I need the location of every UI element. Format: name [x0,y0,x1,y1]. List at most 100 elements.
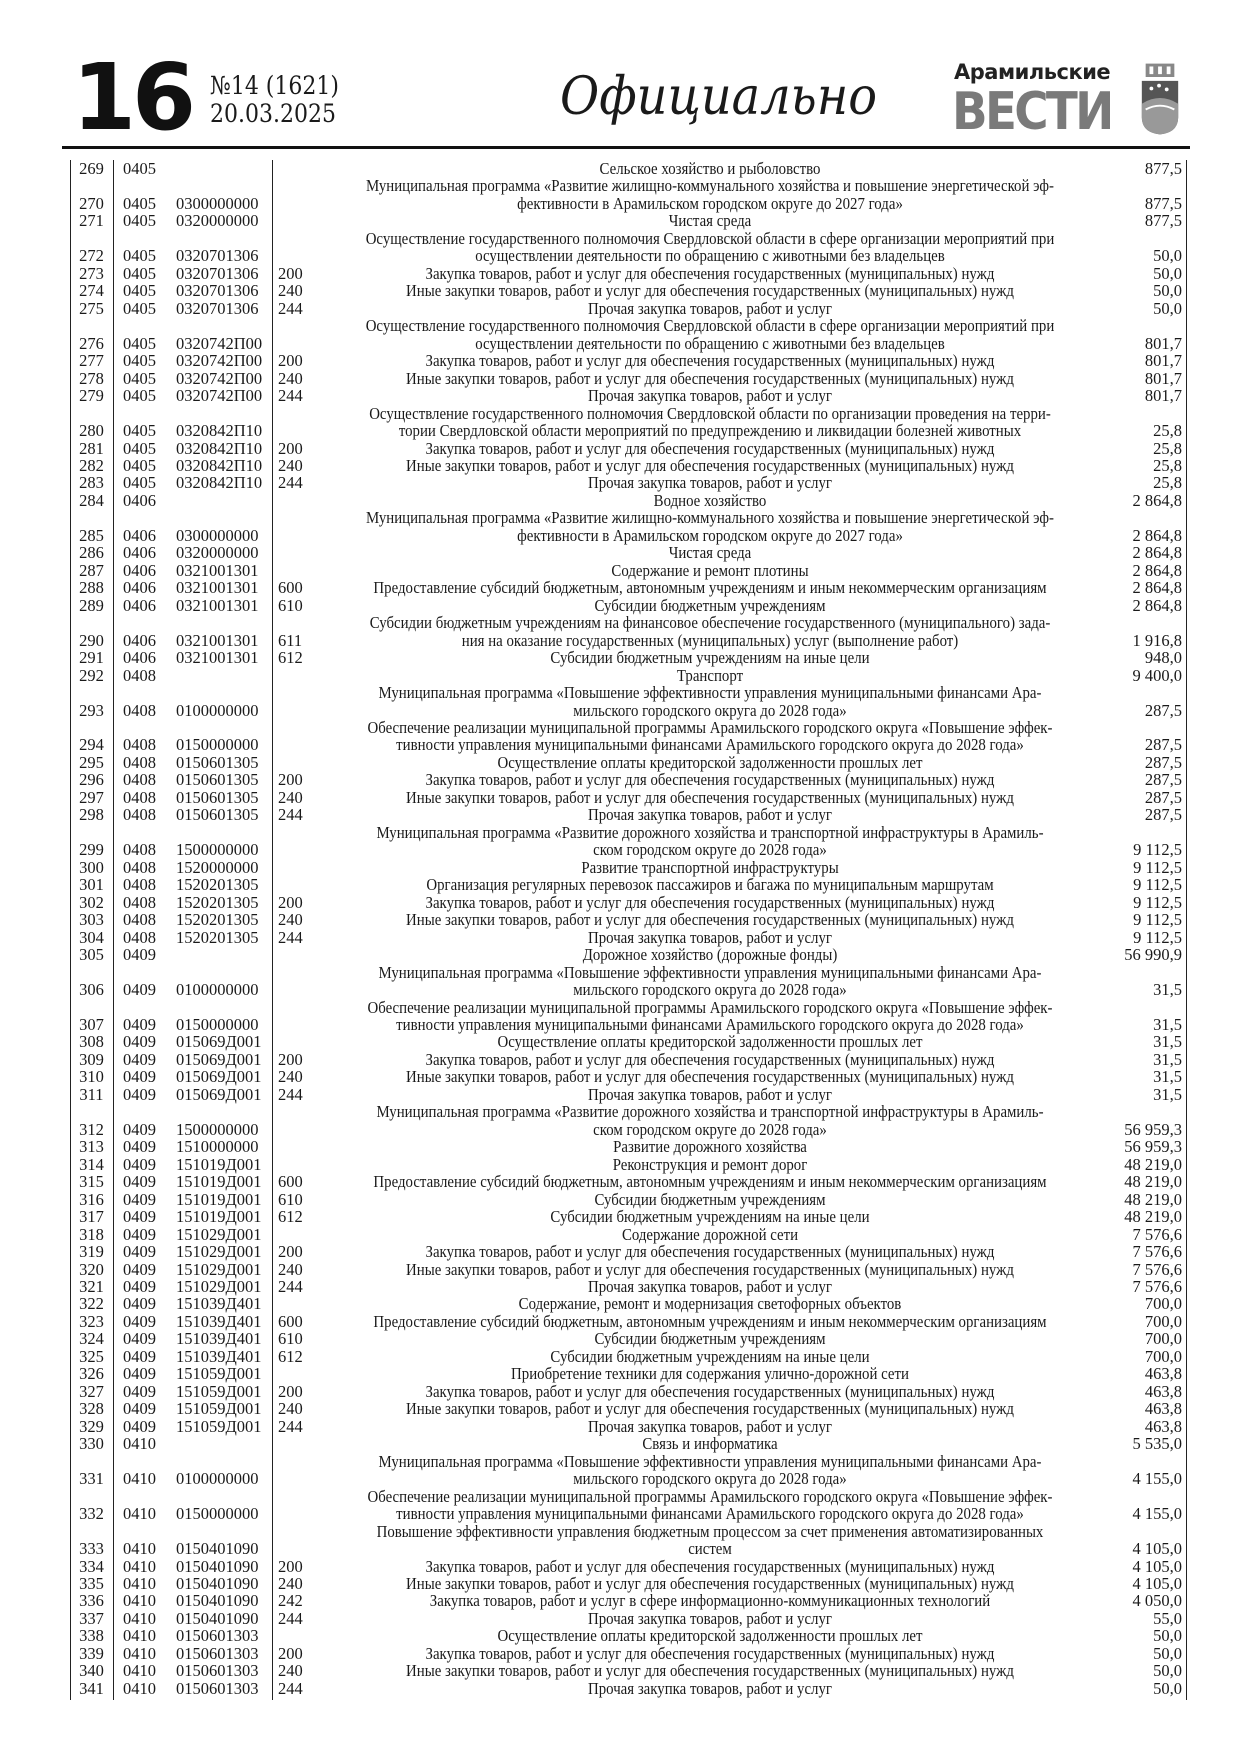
description-line: Приобретение техники для содержания улич… [511,1364,909,1384]
description-line: Осуществление государственного полномочи… [365,228,1055,248]
section-code: 0406 [123,543,156,563]
row-amount: 50,0 [1153,263,1182,283]
row-description: Осуществление оплаты кредиторской задолж… [310,1627,1110,1645]
table-row: 296 0408 0150601305 200 Закупка товаров, раб… [70,770,1186,790]
row-description: Муниципальная программа «Развитие жилищн… [310,509,1110,544]
description-line: мильского городского округа до 2028 года… [573,1469,847,1489]
row-number: 313 [79,1137,104,1157]
row-description: Муниципальная программа «Развитие дорожн… [310,823,1110,858]
table-row: 314 0409 151019Д001 Реконструкция и ремонт … [70,1155,1186,1173]
description-line: Дорожное хозяйство (дорожные фонды) [582,945,838,965]
row-amount: 31,5 [1153,1084,1182,1104]
row-number: 295 [79,752,104,772]
expense-type: 200 [278,1643,303,1663]
row-number: 285 [79,525,104,545]
expense-type: 600 [278,1172,303,1192]
section-code: 0408 [123,857,156,877]
row-number: 293 [79,700,104,720]
table-row: 284 0406 Водное хозяйство 2 864,8 [70,491,1186,509]
section-code: 0410 [123,1573,156,1593]
row-number: 326 [79,1364,104,1384]
section-code: 0410 [123,1556,156,1576]
expense-type: 240 [278,910,303,930]
expense-type: 200 [278,1242,303,1262]
description-line: Субсидии бюджетным учреждениям на иные ц… [550,1346,870,1366]
row-number: 289 [79,595,104,615]
row-amount: 31,5 [1153,1032,1182,1052]
description-line: Развитие дорожного хозяйства [613,1137,807,1157]
section-code: 0409 [123,980,156,1000]
row-number: 298 [79,805,104,825]
row-amount: 2 864,8 [1132,595,1183,615]
row-number: 283 [79,473,104,493]
table-row: 291 0406 0321001301 612 Субсидии бюджетным у… [70,649,1186,667]
description-line: Прочая закупка товаров, работ и услуг [588,1608,832,1628]
description-line: Закупка товаров, работ и услуг для обесп… [425,1381,995,1401]
description-line: Иные закупки товаров, работ и услуг для … [406,455,1014,475]
table-row: 285 0406 0300000000 Муниципальная программа… [70,509,1186,544]
table-row: 323 0409 151039Д401 600 Предоставление субси… [70,1311,1186,1331]
table-row: 333 0410 0150401090 Повышение эффективности… [70,1522,1186,1559]
target-code: 0150601305 [176,752,259,772]
target-code: 0150000000 [176,1014,259,1034]
row-description: Муниципальная программа «Развитие жилищн… [310,177,1110,212]
target-code: 0150000000 [176,735,259,755]
table-row: 269 0405 Сельское хозяйство и рыболовство 8… [70,159,1186,178]
expense-type: 240 [278,1259,303,1279]
target-code: 151059Д001 [176,1364,262,1384]
section-code: 0405 [123,193,156,213]
row-description: Связь и информатика [310,1434,1110,1454]
section-code: 0405 [123,386,156,406]
target-code: 0150401090 [176,1556,259,1576]
expense-type: 200 [278,1049,303,1069]
target-code: 1520201305 [176,927,259,947]
row-amount: 50,0 [1153,1678,1182,1698]
row-description: Муниципальная программа «Повышение эффек… [310,684,1110,719]
row-number: 302 [79,892,104,912]
row-number: 292 [79,665,104,685]
description-line: Закупка товаров, работ и услуг для обесп… [425,1643,995,1663]
row-description: Закупка товаров, работ и услуг для обесп… [310,770,1110,790]
row-number: 339 [79,1643,104,1663]
row-number: 328 [79,1399,104,1419]
description-line: тивности управления муниципальными финан… [396,1014,1024,1034]
table-row: 325 0409 151039Д401 612 Субсидии бюджетным у… [70,1346,1186,1366]
row-description: Прочая закупка товаров, работ и услуг [310,1417,1110,1435]
description-line: Прочая закупка товаров, работ и услуг [588,1277,832,1296]
table-row: 276 0405 0320742П00 Осуществление государст… [70,317,1186,352]
row-description: Иные закупки товаров, работ и услуг для … [310,1260,1110,1278]
row-amount: 56 959,3 [1124,1137,1182,1157]
description-line: Субсидии бюджетным учреждениям [594,595,826,615]
column-divider [272,160,273,1700]
description-line: Закупка товаров, работ и услуг для обесп… [425,351,995,371]
section-code: 0410 [123,1626,156,1646]
budget-table: 269 0405 Сельское хозяйство и рыболовство 8… [70,159,1186,1698]
expense-type: 200 [278,438,303,458]
description-line: Иные закупки товаров, работ и услуг для … [406,1573,1014,1593]
description-line: Осуществление оплаты кредиторской задолж… [497,1032,923,1052]
description-line: ском городском округе до 2028 года» [593,1119,827,1139]
description-line: Осуществление государственного полномочи… [365,316,1055,336]
section-code: 0410 [123,1539,156,1559]
target-code: 0100000000 [176,1469,259,1489]
expense-type: 200 [278,1556,303,1576]
row-number: 294 [79,735,104,755]
row-description: Предоставление субсидий бюджетным, автон… [310,1312,1110,1330]
row-number: 324 [79,1329,104,1349]
row-description: Субсидии бюджетным учреждениям на иные ц… [310,1346,1110,1366]
row-number: 297 [79,787,104,807]
description-line: Иные закупки товаров, работ и услуг для … [406,787,1014,807]
table-row: 299 0408 1500000000 Муниципальная программа… [70,823,1186,858]
row-number: 317 [79,1207,104,1227]
section-code: 0409 [123,1311,156,1331]
description-line: Сельское хозяйство и рыболовство [599,159,821,178]
table-row: 282 0405 0320842П10 240 Иные закупки товаров… [70,455,1186,475]
description-line: Связь и информатика [642,1434,778,1454]
row-amount: 287,5 [1144,770,1182,790]
row-number: 277 [79,351,104,371]
description-line: Закупка товаров, работ и услуг для обесп… [425,770,995,790]
row-amount: 463,8 [1144,1399,1182,1419]
expense-type: 612 [278,1207,303,1227]
section-title: Официально [560,67,878,127]
description-line: осуществлении деятельности по обращению … [475,333,945,353]
